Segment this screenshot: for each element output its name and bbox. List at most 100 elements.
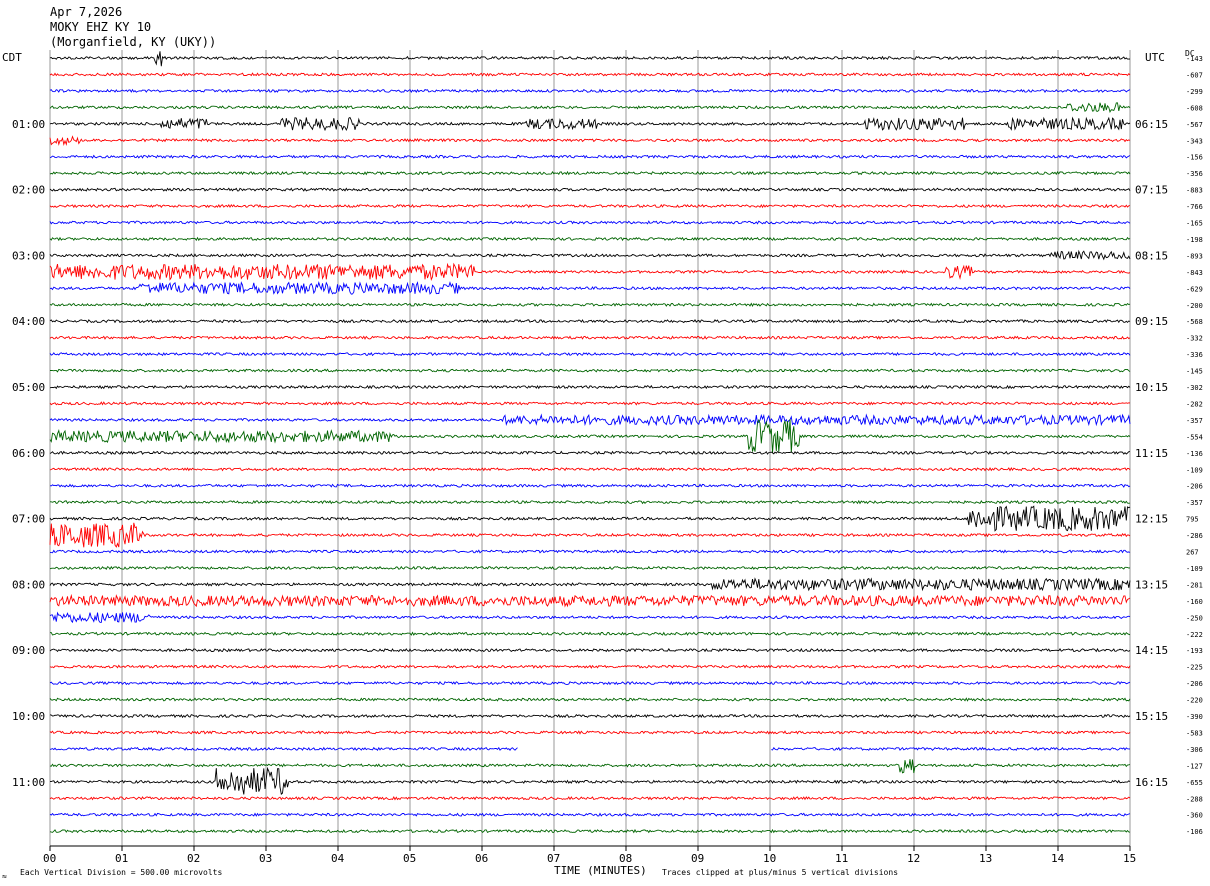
trace-row: [49, 577, 1131, 592]
utc-hour-label: 10:15: [1135, 381, 1168, 394]
cdt-hour-label: 10:00: [12, 710, 45, 723]
dc-offset: -306: [1186, 746, 1203, 754]
dc-offset: -766: [1186, 203, 1203, 211]
dc-offset: 795: [1186, 516, 1199, 524]
dc-offset: -568: [1186, 318, 1203, 326]
trace-row: [49, 368, 1131, 373]
trace-row: [49, 746, 1131, 752]
dc-offset: -206: [1186, 680, 1203, 688]
trace-row: [49, 72, 1131, 77]
cdt-hour-label: 01:00: [12, 118, 45, 131]
trace-row: [49, 88, 1131, 94]
trace-row: [49, 796, 1131, 801]
dc-offset: -608: [1186, 104, 1203, 112]
dc-offset: -109: [1186, 565, 1203, 573]
trace-row: [49, 302, 1131, 307]
dc-offset: -302: [1186, 384, 1203, 392]
dc-offset: -655: [1186, 779, 1203, 787]
trace-row: [49, 647, 1131, 653]
dc-offset: -567: [1186, 121, 1203, 129]
x-tick-label: 15: [1123, 852, 1136, 865]
dc-offset: -106: [1186, 828, 1203, 836]
trace-row: [49, 116, 1131, 132]
cdt-time-labels: 01:00 02:00 03:00 04:00 05:00 06:00 07:00 08:00…: [12, 118, 45, 789]
trace-row: [49, 236, 1131, 242]
x-axis-title: TIME (MINUTES): [554, 864, 647, 877]
dc-offset: -390: [1186, 713, 1203, 721]
trace-row: [49, 593, 1131, 608]
x-tick-label: 04: [331, 852, 345, 865]
x-tick-label: 00: [43, 852, 56, 865]
dc-offset: -156: [1186, 154, 1203, 162]
x-tick-label: 13: [979, 852, 992, 865]
cdt-hour-label: 07:00: [12, 513, 45, 526]
trace-row: [49, 335, 1131, 340]
dc-offset: -222: [1186, 631, 1203, 639]
trace-row: [49, 730, 1131, 735]
dc-offset: -220: [1186, 697, 1203, 705]
dc-offset: -127: [1186, 762, 1203, 770]
trace-row: [49, 102, 1131, 114]
trace-row: [49, 766, 1131, 795]
scale-note: Each Vertical Division = 500.00 microvol…: [20, 868, 222, 877]
dc-offset: -893: [1186, 252, 1203, 260]
trace-row: [49, 631, 1131, 636]
trace-row: [49, 450, 1131, 455]
utc-hour-label: 09:15: [1135, 315, 1168, 328]
dc-offset: -206: [1186, 483, 1203, 491]
trace-row: [49, 680, 1131, 686]
dc-offset: -109: [1186, 466, 1203, 474]
cdt-hour-label: 03:00: [12, 249, 45, 262]
cdt-hour-label: 06:00: [12, 447, 45, 460]
trace-row: [49, 170, 1131, 176]
trace-row: [49, 664, 1131, 669]
dc-offset: -607: [1186, 71, 1203, 79]
x-tick-label: 14: [1051, 852, 1065, 865]
dc-offset: -282: [1186, 400, 1203, 408]
dc-offset: -165: [1186, 220, 1203, 228]
trace-row: [49, 812, 1131, 817]
trace-row: [49, 281, 1131, 295]
utc-hour-label: 08:15: [1135, 249, 1168, 262]
dc-offset: -225: [1186, 664, 1203, 672]
utc-time-labels: 06:15 07:15 08:15 09:15 10:15 11:15 12:15 13:15…: [1135, 118, 1168, 789]
dc-offset: -193: [1186, 647, 1203, 655]
utc-hour-label: 12:15: [1135, 513, 1168, 526]
x-tick-label: 01: [115, 852, 128, 865]
trace-row: [49, 697, 1131, 702]
trace-row: [49, 713, 1131, 719]
x-tick-label: 05: [403, 852, 416, 865]
clip-note: Traces clipped at plus/minus 5 vertical …: [662, 868, 898, 877]
trace-row: [49, 262, 1131, 282]
utc-hour-label: 06:15: [1135, 118, 1168, 131]
trace-row: [49, 51, 1131, 67]
dc-offset: -250: [1186, 614, 1203, 622]
dc-offset: -357: [1186, 417, 1203, 425]
utc-zone-label: UTC: [1145, 51, 1165, 64]
x-tick-label: 08: [619, 852, 632, 865]
header-station: MOKY EHZ KY 10: [50, 20, 152, 34]
trace-row: [49, 505, 1131, 532]
dc-offset: 267: [1186, 549, 1199, 557]
trace-row: [49, 187, 1131, 192]
x-tick-label: 12: [907, 852, 920, 865]
trace-row: [49, 135, 1131, 146]
dc-offset: -554: [1186, 433, 1203, 441]
dc-offset: -629: [1186, 285, 1203, 293]
dc-offset: -583: [1186, 729, 1203, 737]
dc-offset: -136: [1186, 450, 1203, 458]
utc-hour-label: 15:15: [1135, 710, 1168, 723]
cdt-hour-label: 02:00: [12, 184, 45, 197]
utc-hour-label: 07:15: [1135, 184, 1168, 197]
x-tick-label: 03: [259, 852, 272, 865]
cdt-hour-label: 05:00: [12, 381, 45, 394]
trace-row: [49, 418, 1131, 454]
dc-offset: -843: [1186, 269, 1203, 277]
x-tick-label: 11: [835, 852, 848, 865]
trace-row: [49, 565, 1131, 571]
trace-row: [49, 220, 1131, 225]
trace-row: [49, 249, 1131, 261]
dc-offset: -299: [1186, 88, 1203, 96]
seismic-traces: [49, 51, 1131, 834]
